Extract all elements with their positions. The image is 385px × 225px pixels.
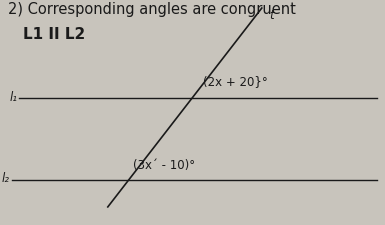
Text: l₂: l₂ [2, 171, 10, 184]
Text: (2x + 20}°: (2x + 20}° [203, 75, 268, 88]
Text: L1 II L2: L1 II L2 [23, 27, 85, 42]
Text: t: t [270, 9, 274, 22]
Text: 2) Corresponding angles are congruent: 2) Corresponding angles are congruent [8, 2, 296, 17]
Text: l₁: l₁ [9, 90, 17, 103]
Text: (3x´ - 10)°: (3x´ - 10)° [133, 158, 195, 171]
